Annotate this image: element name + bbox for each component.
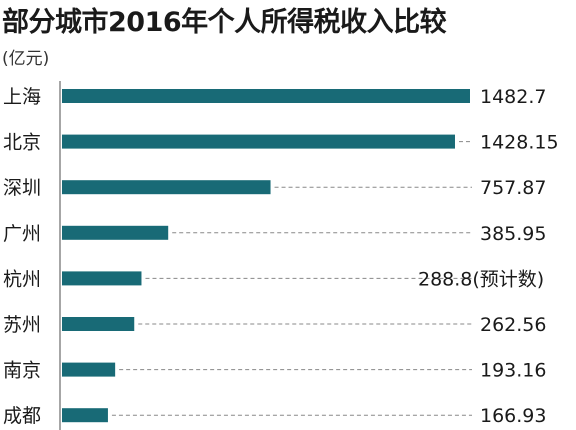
category-label: 成都 — [3, 405, 41, 427]
category-label: 上海 — [3, 86, 41, 108]
bar — [62, 408, 108, 423]
bar — [62, 225, 169, 240]
value-label: 288.8(预计数) — [418, 268, 544, 290]
chart-title: 部分城市2016年个人所得税收入比较 — [2, 7, 447, 38]
bar — [62, 89, 470, 103]
category-label: 杭州 — [3, 268, 41, 290]
category-label: 北京 — [3, 132, 41, 154]
bar — [62, 362, 116, 377]
bar — [62, 271, 142, 286]
unit-label: (亿元) — [2, 49, 50, 69]
bar — [62, 134, 455, 149]
value-label: 1428.15 — [480, 132, 559, 154]
value-label: 166.93 — [480, 405, 546, 427]
value-label: 1482.7 — [480, 86, 546, 108]
category-label: 南京 — [3, 360, 41, 382]
value-label: 262.56 — [480, 314, 546, 336]
category-label: 广州 — [3, 223, 41, 245]
value-label: 385.95 — [480, 223, 546, 245]
category-label: 深圳 — [3, 177, 41, 199]
bar — [62, 180, 271, 195]
category-label: 苏州 — [3, 314, 41, 336]
value-label: 193.16 — [480, 360, 546, 382]
value-label: 757.87 — [480, 177, 546, 199]
bar — [62, 317, 135, 331]
